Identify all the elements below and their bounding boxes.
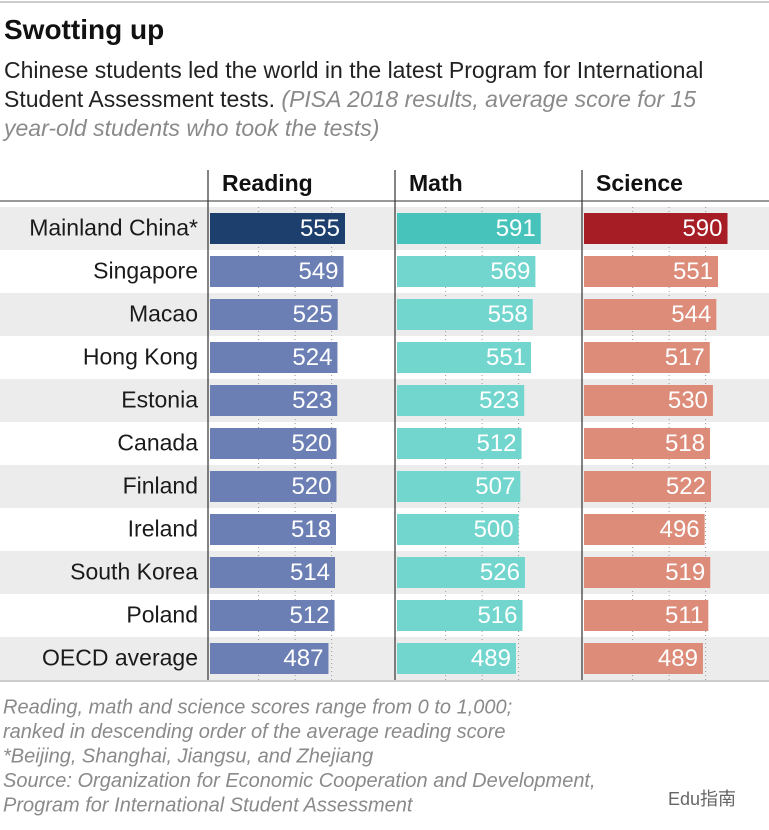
bar — [397, 557, 525, 588]
value-label: 522 — [666, 473, 706, 500]
bar — [210, 342, 338, 373]
bar — [584, 299, 717, 330]
bar — [584, 471, 711, 502]
category-label: OECD average — [42, 645, 198, 671]
value-label: 520 — [291, 430, 331, 457]
chart-title: Swotting up — [4, 14, 165, 45]
value-label: 514 — [290, 559, 330, 586]
value-label: 512 — [289, 602, 329, 629]
bar — [210, 600, 335, 631]
value-label: 549 — [298, 258, 338, 285]
bar — [584, 256, 719, 287]
footnote: ranked in descending order of the averag… — [3, 721, 506, 743]
footnote: Source: Organization for Economic Cooper… — [3, 770, 596, 792]
value-label: 517 — [665, 344, 705, 371]
bar — [397, 299, 533, 330]
subtitle-text: Chinese students led the world in the la… — [4, 57, 704, 112]
bar — [397, 428, 522, 459]
value-label: 590 — [682, 215, 722, 242]
bar — [584, 514, 705, 545]
category-label: Macao — [129, 301, 198, 327]
value-label: 569 — [490, 258, 530, 285]
bar — [210, 256, 344, 287]
category-label: Canada — [117, 430, 198, 456]
bar — [397, 471, 521, 502]
value-label: 558 — [488, 301, 528, 328]
category-label: Poland — [126, 602, 198, 628]
value-label: 544 — [671, 301, 711, 328]
bar — [210, 385, 338, 416]
bar — [584, 213, 728, 244]
category-label: Ireland — [128, 516, 198, 542]
value-label: 551 — [673, 258, 713, 285]
value-label: 525 — [293, 301, 333, 328]
column-header: Science — [596, 170, 683, 196]
bar — [210, 428, 337, 459]
value-label: 489 — [658, 645, 698, 672]
value-label: 500 — [474, 516, 514, 543]
value-label: 489 — [471, 645, 511, 672]
bar — [397, 342, 532, 373]
bar — [397, 643, 516, 674]
bar — [210, 643, 329, 674]
column-header: Reading — [222, 170, 313, 196]
category-label: South Korea — [70, 559, 198, 585]
bar — [397, 256, 536, 287]
value-label: 526 — [480, 559, 520, 586]
value-label: 487 — [283, 645, 323, 672]
footnote: Reading, math and science scores range f… — [3, 696, 512, 718]
subtitle: Chinese students led the world in the la… — [4, 56, 739, 143]
footnote: Program for International Student Assess… — [3, 794, 414, 816]
value-label: 524 — [292, 344, 332, 371]
value-label: 511 — [665, 602, 703, 629]
value-label: 591 — [496, 215, 536, 242]
bar — [397, 213, 541, 244]
value-label: 516 — [477, 602, 517, 629]
category-label: Mainland China* — [29, 215, 198, 241]
bar — [584, 600, 709, 631]
value-label: 496 — [660, 516, 700, 543]
value-label: 551 — [486, 344, 526, 371]
bar — [584, 557, 711, 588]
value-label: 530 — [668, 387, 708, 414]
category-label: Hong Kong — [83, 344, 198, 370]
bar — [210, 213, 345, 244]
bar — [584, 643, 703, 674]
value-label: 523 — [292, 387, 332, 414]
bar — [397, 385, 525, 416]
value-label: 518 — [291, 516, 331, 543]
bar — [584, 385, 713, 416]
bar — [210, 557, 336, 588]
bar — [210, 514, 336, 545]
bar — [584, 342, 710, 373]
value-label: 523 — [479, 387, 519, 414]
value-label: 555 — [300, 215, 340, 242]
bar — [210, 299, 338, 330]
value-label: 519 — [665, 559, 705, 586]
value-label: 507 — [475, 473, 515, 500]
category-label: Estonia — [121, 387, 198, 413]
column-header: Math — [409, 170, 463, 196]
category-label: Singapore — [93, 258, 198, 284]
category-label: Finland — [123, 473, 198, 499]
subtitle-note: (PISA 2018 results, average score for 15… — [4, 86, 697, 141]
footnote: *Beijing, Shanghai, Jiangsu, and Zhejian… — [3, 745, 373, 767]
bar — [210, 471, 337, 502]
header: Swotting up Chinese students led the wor… — [4, 14, 739, 143]
bar — [397, 600, 523, 631]
value-label: 520 — [291, 473, 331, 500]
value-label: 512 — [476, 430, 516, 457]
bar — [397, 514, 519, 545]
watermark: Edu指南 — [668, 789, 736, 809]
bar — [584, 428, 710, 459]
value-label: 518 — [665, 430, 705, 457]
